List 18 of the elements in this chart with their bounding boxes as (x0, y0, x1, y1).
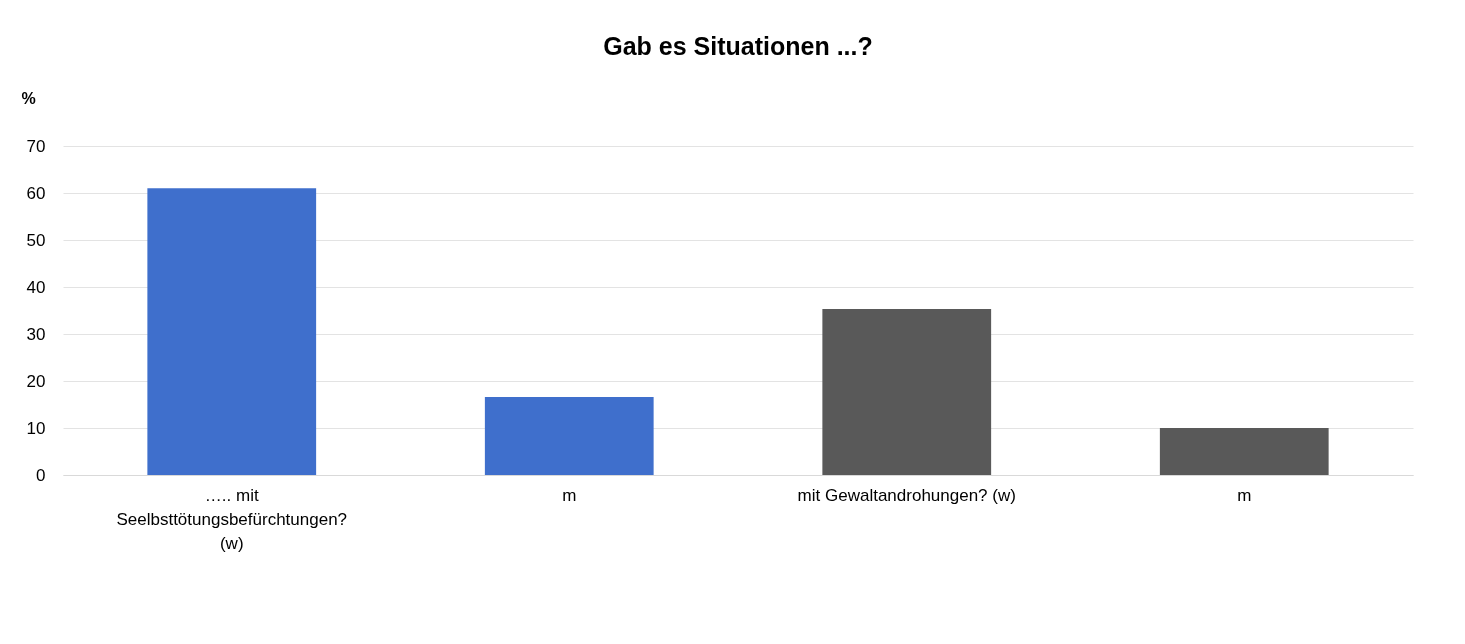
y-tick-label: 10 (26, 418, 46, 438)
y-tick-label: 30 (26, 324, 46, 344)
y-tick-label: 0 (36, 465, 46, 485)
y-axis-title: % (21, 89, 36, 107)
y-tick-label: 50 (26, 230, 46, 250)
y-tick-label: 20 (26, 371, 46, 391)
y-tick-label: 40 (26, 277, 46, 297)
x-tick-label: m (1237, 485, 1252, 505)
x-tick-label: mit Gewaltandrohungen? (w) (797, 485, 1016, 505)
bar (1159, 428, 1329, 475)
x-tick-label: m (562, 485, 577, 505)
y-tick-label: 70 (26, 136, 46, 156)
y-tick-label: 60 (26, 183, 46, 203)
bar (822, 309, 992, 475)
bar (484, 396, 654, 475)
chart-title: Gab es Situationen ...? (603, 32, 873, 60)
bar (147, 188, 317, 475)
x-tick-label: ….. mit Seelbsttötungsbefürchtungen? (w) (116, 485, 348, 553)
